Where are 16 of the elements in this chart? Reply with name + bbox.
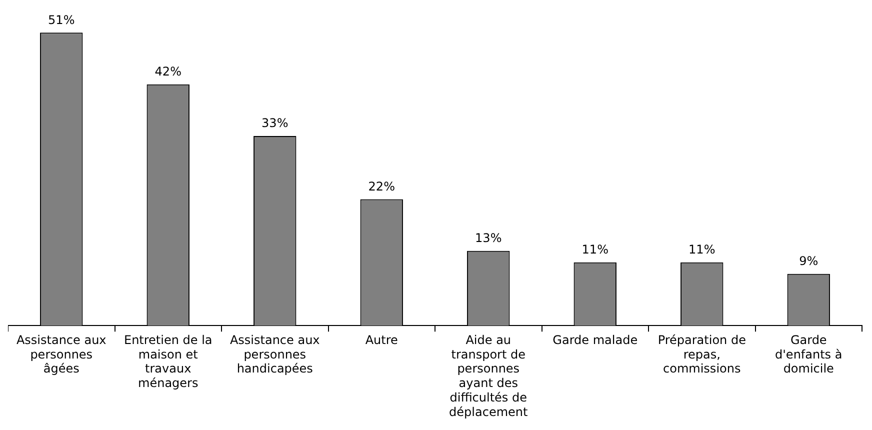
x-tick-label: Préparation de repas, commissions — [658, 332, 746, 376]
data-label: 42% — [154, 64, 182, 78]
x-tick-label: Assistance aux personnes âgées — [16, 332, 106, 376]
data-label: 51% — [48, 12, 75, 27]
data-label: 13% — [475, 231, 502, 246]
x-tick-label: Assistance aux personnes handicapées — [230, 332, 320, 376]
data-label: 22% — [368, 179, 395, 194]
x-tick-label: Garde malade — [552, 332, 638, 347]
x-tick-label: Autre — [365, 332, 398, 347]
data-label: 11% — [582, 242, 608, 257]
x-tick-label: Entretien de la maison et travaux ménagers — [124, 332, 212, 390]
data-label: 9% — [799, 254, 818, 268]
x-tick-label: Garde d'enfants à domicile — [775, 332, 842, 376]
data-label: 33% — [262, 116, 288, 130]
x-tick-label: Aide au transport de personnes ayant des difficultés de déplacement — [449, 332, 528, 419]
data-label: 11% — [688, 242, 716, 257]
